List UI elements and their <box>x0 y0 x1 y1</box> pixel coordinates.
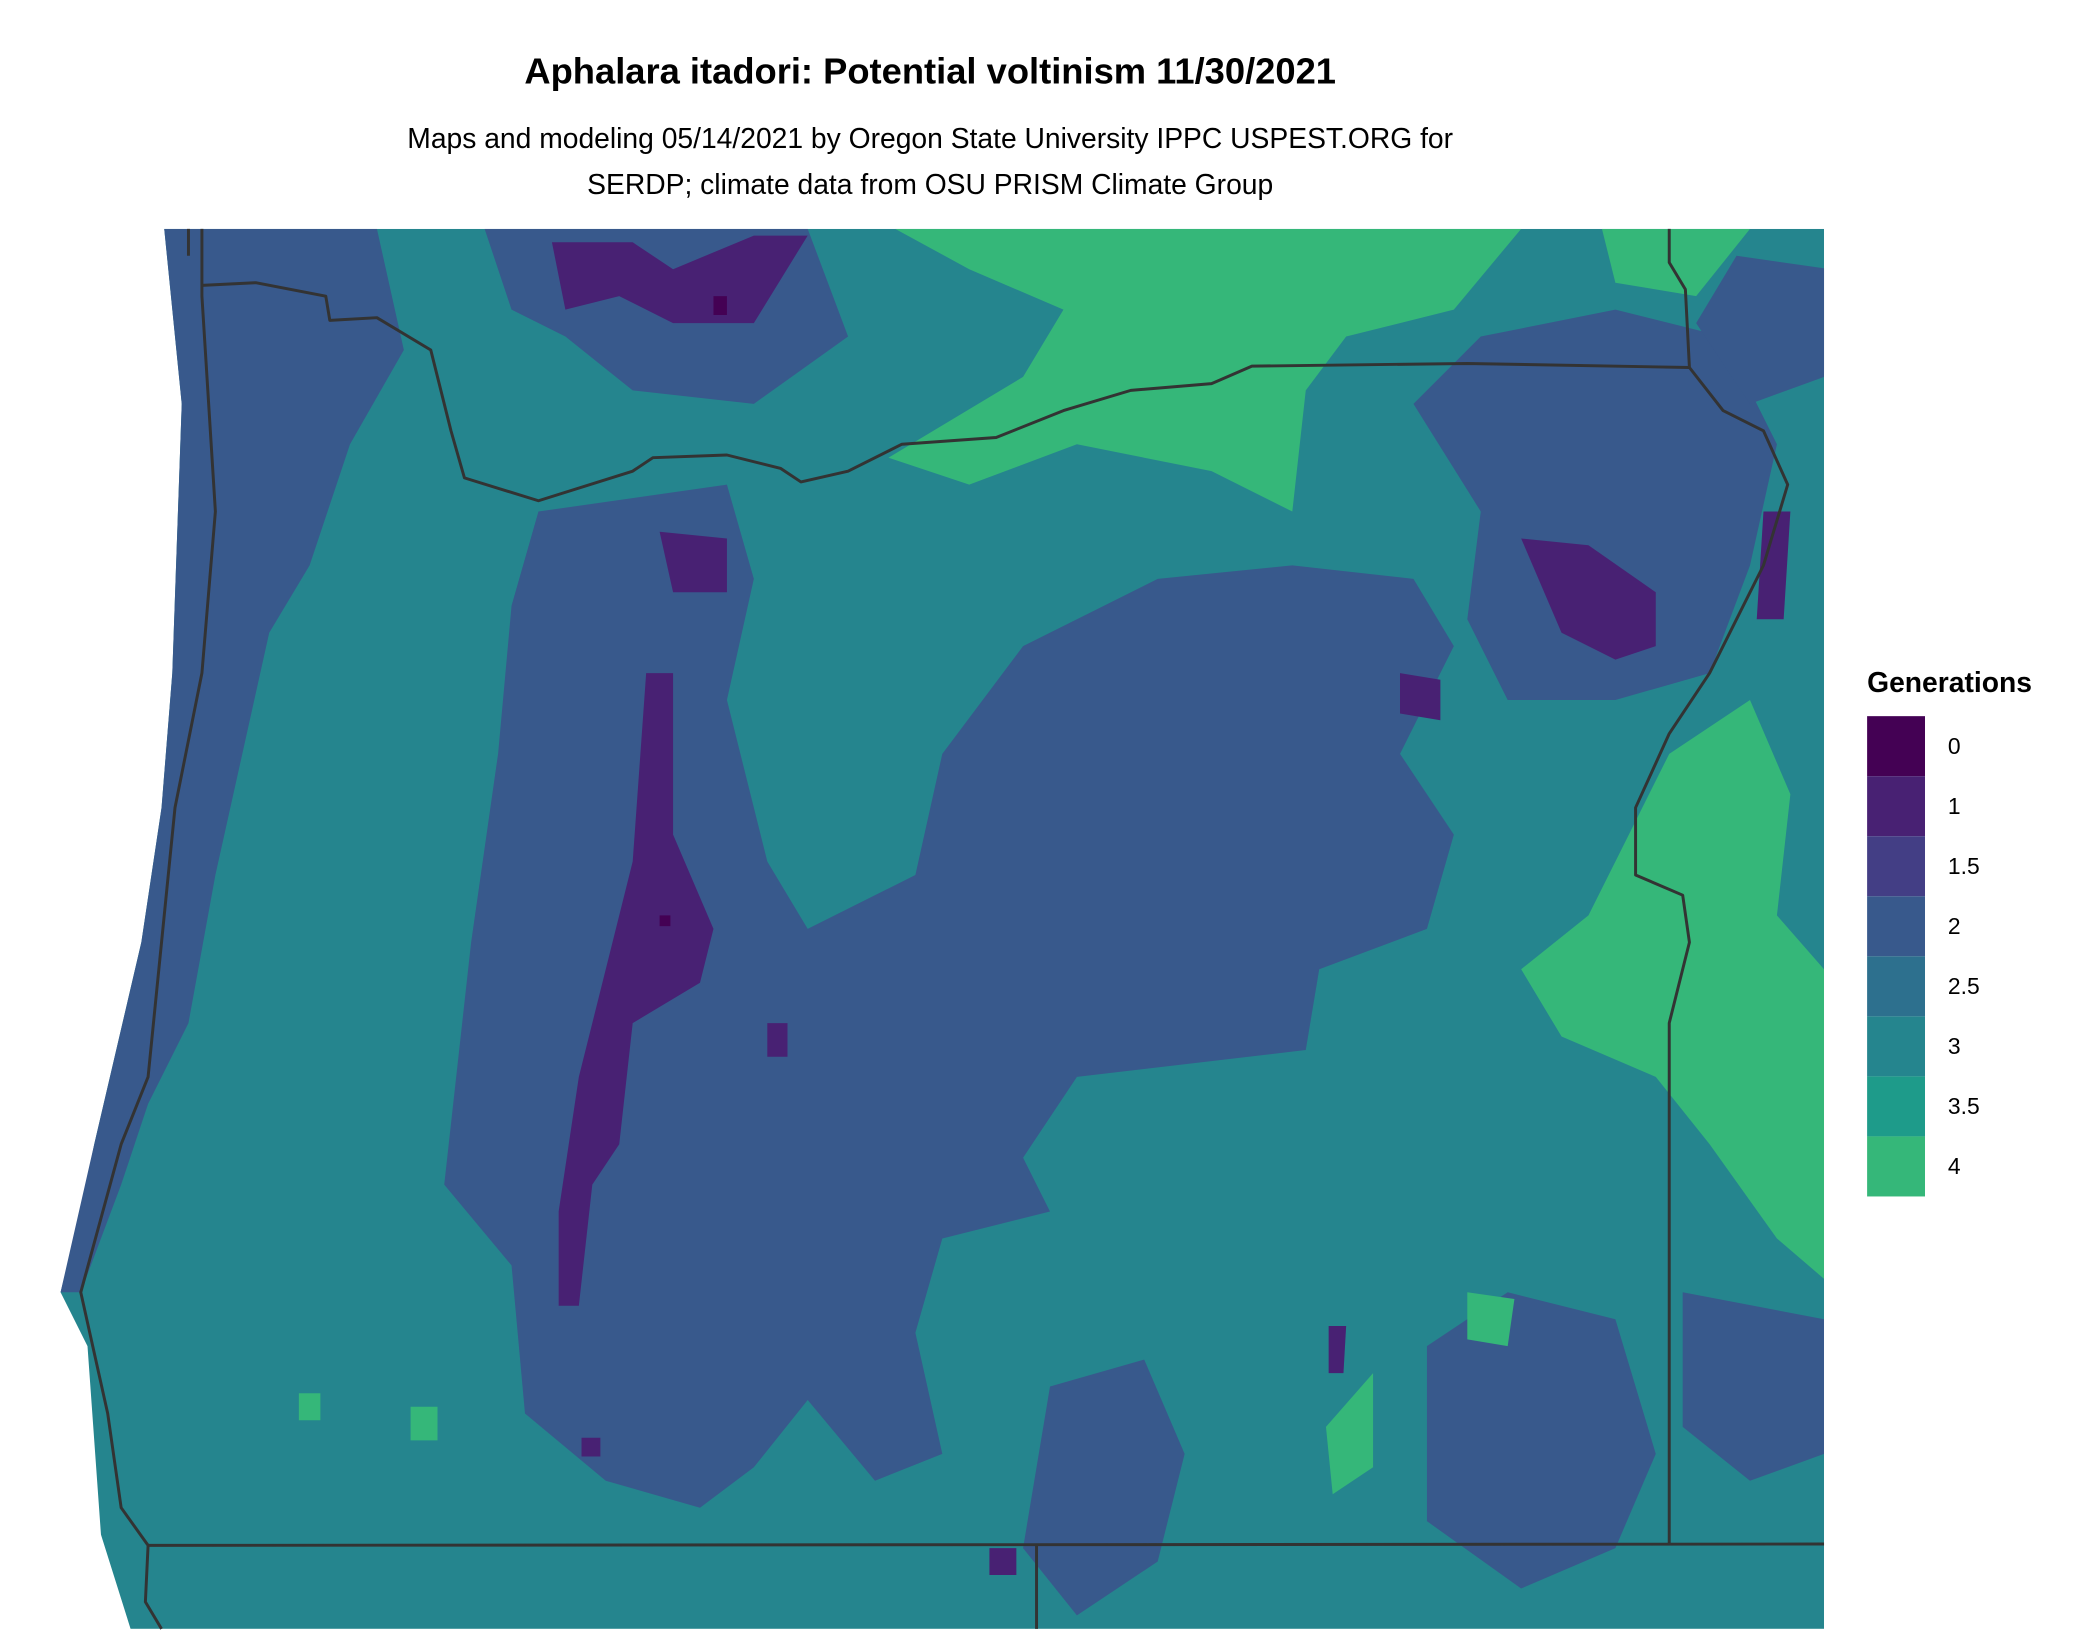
raster-class-4 <box>298 228 1825 1495</box>
california-nevada-border <box>148 1542 1825 1629</box>
legend-label: 0 <box>1948 733 1961 759</box>
legend-swatch <box>1867 1136 1925 1197</box>
legend-title: Generations <box>1867 666 2032 698</box>
legend-label: 1.5 <box>1948 853 1980 879</box>
legend-label: 1 <box>1948 793 1961 819</box>
legend-label: 4 <box>1948 1153 1961 1179</box>
raster-map <box>60 228 1825 1629</box>
legend-label: 3 <box>1948 1033 1961 1059</box>
legend-swatch <box>1867 956 1925 1017</box>
legend-swatch <box>1867 776 1925 837</box>
legend-label: 2.5 <box>1948 973 1980 999</box>
coastline <box>79 228 217 1630</box>
raster-class-2 <box>60 228 1825 1616</box>
legend-swatch <box>1867 1016 1925 1077</box>
legend-swatch <box>1867 896 1925 957</box>
map-subtitle-line1: Maps and modeling 05/14/2021 by Oregon S… <box>407 122 1453 154</box>
map-title: Aphalara itadori: Potential voltinism 11… <box>524 50 1336 91</box>
legend-swatch <box>1867 836 1925 897</box>
legend-label: 2 <box>1948 913 1961 939</box>
map-subtitle-line2: SERDP; climate data from OSU PRISM Clima… <box>587 168 1273 200</box>
legend: Generations 0 1 1.5 2 2.5 3 3.5 4 <box>1867 666 2032 1197</box>
legend-swatch <box>1867 1076 1925 1137</box>
raster-class-1 <box>551 235 1791 1575</box>
state-borders <box>79 228 1825 1630</box>
raster-class-0 <box>659 296 727 927</box>
legend-swatch <box>1867 716 1925 777</box>
washington-border-columbia-river <box>201 281 1690 503</box>
legend-label: 3.5 <box>1948 1093 1980 1119</box>
idaho-border-snake-river <box>1634 228 1790 1545</box>
